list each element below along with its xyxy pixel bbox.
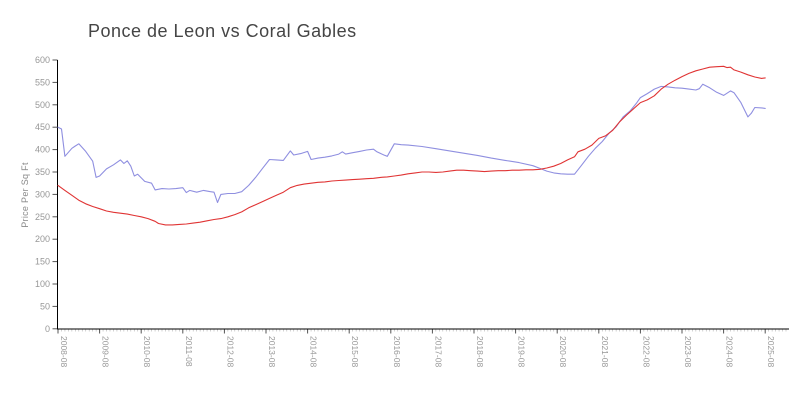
chart-title: Ponce de Leon vs Coral Gables xyxy=(88,21,357,41)
x-tick-label: 2014-08 xyxy=(309,336,319,367)
x-tick-label: 2008-08 xyxy=(59,336,69,367)
y-tick-label: 200 xyxy=(35,234,50,244)
x-tick-label: 2021-08 xyxy=(600,336,610,367)
x-tick-label: 2022-08 xyxy=(641,336,651,367)
x-tick-label: 2023-08 xyxy=(683,336,693,367)
x-tick-label: 2016-08 xyxy=(392,336,402,367)
y-tick-label: 100 xyxy=(35,279,50,289)
x-tick-label: 2024-08 xyxy=(725,336,735,367)
series-line-ponce-de-leon xyxy=(57,83,766,204)
y-tick-label: 150 xyxy=(35,257,50,267)
y-tick-label: 600 xyxy=(35,55,50,65)
x-tick-label: 2015-08 xyxy=(350,336,360,367)
x-tick-label: 2020-08 xyxy=(558,336,568,367)
x-tick-label: 2019-08 xyxy=(517,336,527,367)
y-tick-label: 300 xyxy=(35,189,50,199)
x-tick-label: 2025-08 xyxy=(766,336,776,367)
y-tick-label: 350 xyxy=(35,167,50,177)
x-axis-tick-labels: 2008-08 2009-08 2010-08 2011-08 2012-08 2013-… xyxy=(59,336,776,367)
y-tick-label: 450 xyxy=(35,122,50,132)
x-tick-label: 2017-08 xyxy=(433,336,443,367)
x-axis-ticks xyxy=(57,329,766,334)
x-tick-label: 2010-08 xyxy=(142,336,152,367)
y-tick-label: 400 xyxy=(35,145,50,155)
y-tick-label: 50 xyxy=(40,301,50,311)
x-tick-label: 2018-08 xyxy=(475,336,485,367)
plot-area xyxy=(57,65,766,226)
y-tick-label: 500 xyxy=(35,100,50,110)
y-tick-label: 250 xyxy=(35,212,50,222)
series-line-coral-gables xyxy=(57,65,766,226)
x-tick-label: 2013-08 xyxy=(267,336,277,367)
y-tick-label: 0 xyxy=(45,324,50,334)
y-tick-label: 550 xyxy=(35,77,50,87)
y-axis-ticks xyxy=(52,59,58,330)
x-tick-label: 2011-08 xyxy=(184,336,194,367)
x-tick-label: 2012-08 xyxy=(225,336,235,367)
y-axis-tick-labels: 0 50 100 150 200 250 300 350 400 450 500 550 600 xyxy=(35,55,50,334)
y-axis-label: Price Per Sq Ft xyxy=(20,162,30,228)
x-tick-label: 2009-08 xyxy=(101,336,111,367)
